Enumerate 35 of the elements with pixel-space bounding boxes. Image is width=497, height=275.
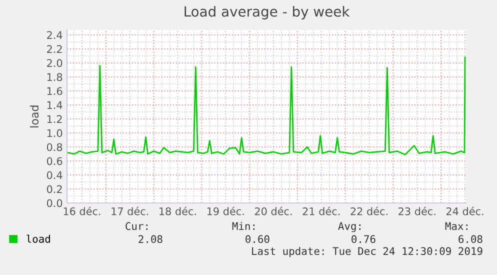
y-tick-label: 0.2: [46, 185, 62, 194]
text: 0.76: [352, 235, 376, 244]
line-series: [67, 56, 466, 156]
x-tick-label: 23 déc.: [398, 206, 436, 216]
y-tick-label: 1.0: [47, 129, 62, 138]
y-tick-label: 1.2: [47, 115, 62, 123]
x-tick-label: 16 déc.: [64, 206, 100, 216]
y-tick-label: 1.8: [47, 73, 62, 82]
text: 0.60: [246, 235, 270, 244]
text: Min:: [232, 222, 254, 230]
x-tick-label: 20 déc.: [254, 206, 292, 216]
y-tick-label: 1.6: [47, 87, 62, 96]
text: 2.08: [138, 235, 162, 244]
y-tick-label: 2.2: [47, 45, 62, 53]
legend-label: load: [26, 234, 50, 243]
text: 6.08: [458, 235, 482, 244]
y-tick-label: 2.4: [47, 31, 62, 39]
text: Cur:: [126, 222, 148, 230]
y-tick-label: 0.6: [46, 157, 62, 166]
x-tick-label: 18 déc.: [160, 206, 196, 216]
text: Avg:: [338, 222, 360, 232]
chart-title: Load average - by week: [184, 6, 350, 20]
x-tick-label: 17 déc.: [112, 206, 148, 216]
y-tick-label: 1.4: [47, 101, 62, 109]
x-tick-label: 21 déc.: [302, 206, 340, 216]
x-tick-label: 24 déc.: [446, 206, 484, 216]
y-tick-label: 0.8: [46, 143, 62, 152]
x-tick-label: 19 déc.: [207, 206, 244, 216]
x-tick-label: 22 déc.: [350, 206, 388, 216]
y-axis-title: load: [30, 106, 39, 128]
text: Max:: [445, 222, 468, 230]
y-tick-label: 0.0: [46, 199, 62, 208]
y-tick-label: 0.4: [46, 171, 62, 180]
y-tick-label: 2.0: [47, 59, 62, 68]
text: Last update: Tue Dec 24 12:30:09 2019: [252, 246, 482, 258]
